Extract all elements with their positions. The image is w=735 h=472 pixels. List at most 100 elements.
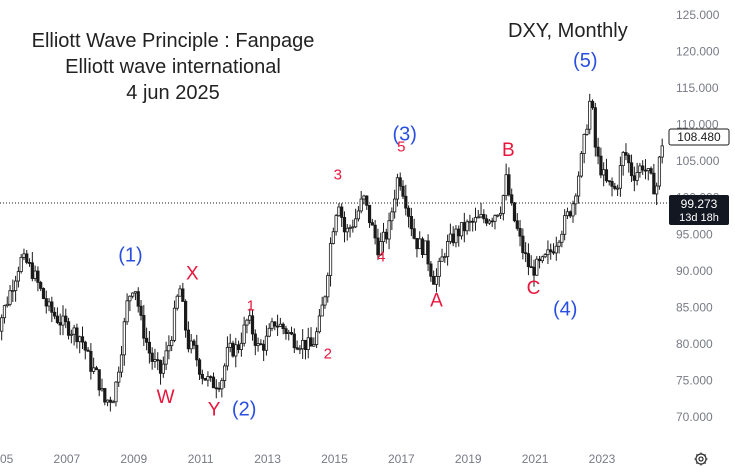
candle-body <box>214 387 218 390</box>
bar-countdown: 13d 18h <box>679 212 719 224</box>
candle-body <box>599 155 603 176</box>
candle-body <box>554 245 558 254</box>
candle-body <box>655 185 659 195</box>
candle-body <box>635 172 639 181</box>
candle-body <box>320 304 324 317</box>
candle-body <box>103 388 107 403</box>
candle-body <box>289 332 294 335</box>
candle-body <box>128 295 132 302</box>
candle-body <box>501 195 505 214</box>
candle-body <box>69 333 73 336</box>
candle-body <box>384 231 388 240</box>
candle-body <box>220 380 224 390</box>
candle-body <box>242 324 246 344</box>
candle-body <box>136 291 140 307</box>
candle-body <box>27 262 32 264</box>
candle-body <box>172 307 177 341</box>
candle-body <box>8 290 12 305</box>
candle-body <box>41 288 46 299</box>
candle-body <box>66 321 71 336</box>
candle-body <box>429 263 433 277</box>
candle-body <box>78 336 82 343</box>
candle-body <box>373 224 377 239</box>
candle-body <box>423 240 427 256</box>
candle-body <box>94 367 99 371</box>
candle-body <box>89 350 93 372</box>
candle-body <box>549 249 553 253</box>
candle-body <box>209 376 213 378</box>
candle-body <box>192 340 196 346</box>
candle-body <box>292 333 296 349</box>
candle-body <box>287 332 291 334</box>
gear-icon[interactable] <box>693 451 709 467</box>
candle-body <box>643 169 648 172</box>
y-tick-label: 115.000 <box>676 81 719 95</box>
candle-body <box>0 317 4 332</box>
candle-body <box>36 270 40 283</box>
candle-body <box>649 168 653 174</box>
candle-body <box>618 165 622 189</box>
candle-body <box>610 181 614 187</box>
candle-body <box>181 288 185 302</box>
candle-body <box>122 321 126 356</box>
candle-body <box>100 388 104 391</box>
candle-body <box>652 172 656 195</box>
time-axis[interactable]: 05 2007 2009 2011 2013 2015 2017 2019 2021 2023 <box>0 452 616 466</box>
candle-body <box>409 215 413 230</box>
wave-label-5: 5 <box>397 139 405 156</box>
candle-body <box>342 217 347 233</box>
candle-body <box>471 220 475 223</box>
x-tick-label: 2019 <box>455 452 482 466</box>
candle-body <box>30 262 34 279</box>
candle-body <box>359 198 363 212</box>
candle-body <box>150 352 154 362</box>
candle-body <box>334 215 338 233</box>
candle-body <box>340 206 344 218</box>
candle-body <box>379 241 383 256</box>
candle-body <box>582 134 586 154</box>
candle-body <box>158 359 163 374</box>
candle-body <box>33 270 37 279</box>
candle-body <box>356 210 361 220</box>
last-price-tag: 108.480 <box>668 128 730 146</box>
wave-label-B: B <box>502 140 515 161</box>
candle-body <box>306 337 310 350</box>
candle-body <box>312 344 316 347</box>
candle-body <box>490 220 494 223</box>
symbol-title: DXY, Monthly <box>508 20 628 42</box>
candle-body <box>351 226 355 229</box>
candle-body <box>245 319 249 326</box>
candle-body <box>315 331 319 345</box>
candle-body <box>596 146 600 157</box>
candle-body <box>211 376 216 389</box>
candle-body <box>156 359 160 361</box>
candle-body <box>624 152 628 156</box>
candle-body <box>406 207 411 217</box>
candle-body <box>479 214 483 218</box>
candle-body <box>493 215 497 222</box>
candle-body <box>616 187 620 190</box>
candle-body <box>25 253 29 263</box>
candle-body <box>309 337 313 347</box>
candle-body <box>641 165 645 171</box>
y-tick-label: 125.000 <box>676 8 720 22</box>
y-tick-label: 120.000 <box>676 45 720 59</box>
candle-body <box>239 342 243 350</box>
candle-body <box>563 215 567 235</box>
candle-body <box>117 371 121 383</box>
candle-body <box>579 153 583 177</box>
candle-body <box>348 227 352 229</box>
x-tick-label: 2023 <box>589 452 616 466</box>
candle-body <box>457 228 461 237</box>
candle-body <box>114 381 118 403</box>
candle-body <box>546 249 550 256</box>
candle-body <box>275 325 280 328</box>
candle-body <box>518 228 522 237</box>
wave-label-5: (5) <box>573 50 597 72</box>
candle-body <box>259 343 263 346</box>
wave-label-1: (1) <box>118 244 142 266</box>
candle-body <box>97 369 101 391</box>
candle-body <box>381 231 386 243</box>
candle-body <box>217 387 221 390</box>
